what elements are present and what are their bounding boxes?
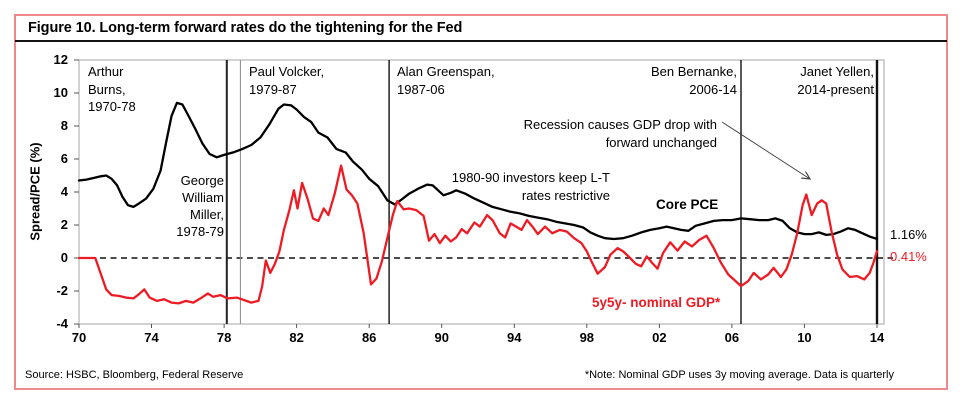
- annotation-janet-yellen: Janet Yellen, 2014-present: [797, 64, 874, 97]
- recession-arrow: [721, 121, 810, 179]
- series-label-core-pce: Core PCE: [656, 197, 719, 212]
- figure-title: Figure 10. Long-term forward rates do th…: [28, 20, 463, 36]
- y-tick-label: 0: [60, 250, 68, 265]
- x-tick-label: 70: [71, 330, 87, 345]
- x-tick-label: 98: [579, 330, 595, 345]
- title-divider: [15, 40, 947, 42]
- y-tick-label: -4: [56, 316, 68, 331]
- annotation-arthur-burns: Arthur Burns, 1970-78: [88, 64, 136, 114]
- y-tick-label: 8: [60, 118, 68, 133]
- y-tick-label: 12: [53, 52, 68, 67]
- annotation-george-miller: George William Miller, 1978-79: [176, 173, 224, 239]
- annotation-investors-restrictive: 1980-90 investors keep L-T rates restric…: [451, 170, 610, 203]
- y-tick-label: 6: [60, 151, 68, 166]
- source-note: Source: HSBC, Bloomberg, Federal Reserve: [25, 369, 244, 381]
- y-tick-label: -2: [56, 283, 68, 298]
- x-tick-label: 74: [144, 330, 159, 345]
- x-tick-label: 82: [289, 330, 304, 345]
- y-tick-label: 2: [60, 217, 68, 232]
- x-tick-label: 90: [434, 330, 449, 345]
- annotation-ben-bernanke: Ben Bernanke, 2006-14: [650, 64, 737, 97]
- x-tick-label: 06: [724, 330, 740, 345]
- annotation-recession-gdp-drop: Recession causes GDP drop with forward u…: [523, 117, 717, 150]
- y-tick-label: 4: [60, 184, 68, 199]
- x-tick-label: 14: [869, 330, 885, 345]
- x-tick-label: 02: [652, 330, 667, 345]
- end-value-core-pce: 1.16%: [890, 227, 927, 242]
- x-tick-label: 86: [361, 330, 377, 345]
- series-label-5y5y-nominal-gdp: 5y5y- nominal GDP*: [592, 295, 721, 310]
- annotation-alan-greenspan: Alan Greenspan, 1987-06: [397, 64, 495, 97]
- y-tick-label: 10: [53, 85, 68, 100]
- x-tick-label: 10: [797, 330, 812, 345]
- x-tick-label: 78: [216, 330, 232, 345]
- x-tick-label: 94: [507, 330, 522, 345]
- annotation-paul-volcker: Paul Volcker, 1979-87: [249, 64, 325, 97]
- end-value-nominal-gdp: 0.41%: [890, 249, 927, 264]
- footnote: *Note: Nominal GDP uses 3y moving averag…: [584, 369, 894, 381]
